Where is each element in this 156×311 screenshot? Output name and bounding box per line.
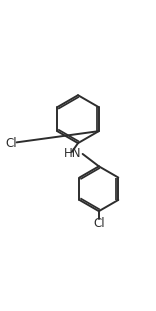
Text: Cl: Cl xyxy=(5,137,17,150)
Text: HN: HN xyxy=(64,147,81,160)
Text: Cl: Cl xyxy=(93,217,105,230)
